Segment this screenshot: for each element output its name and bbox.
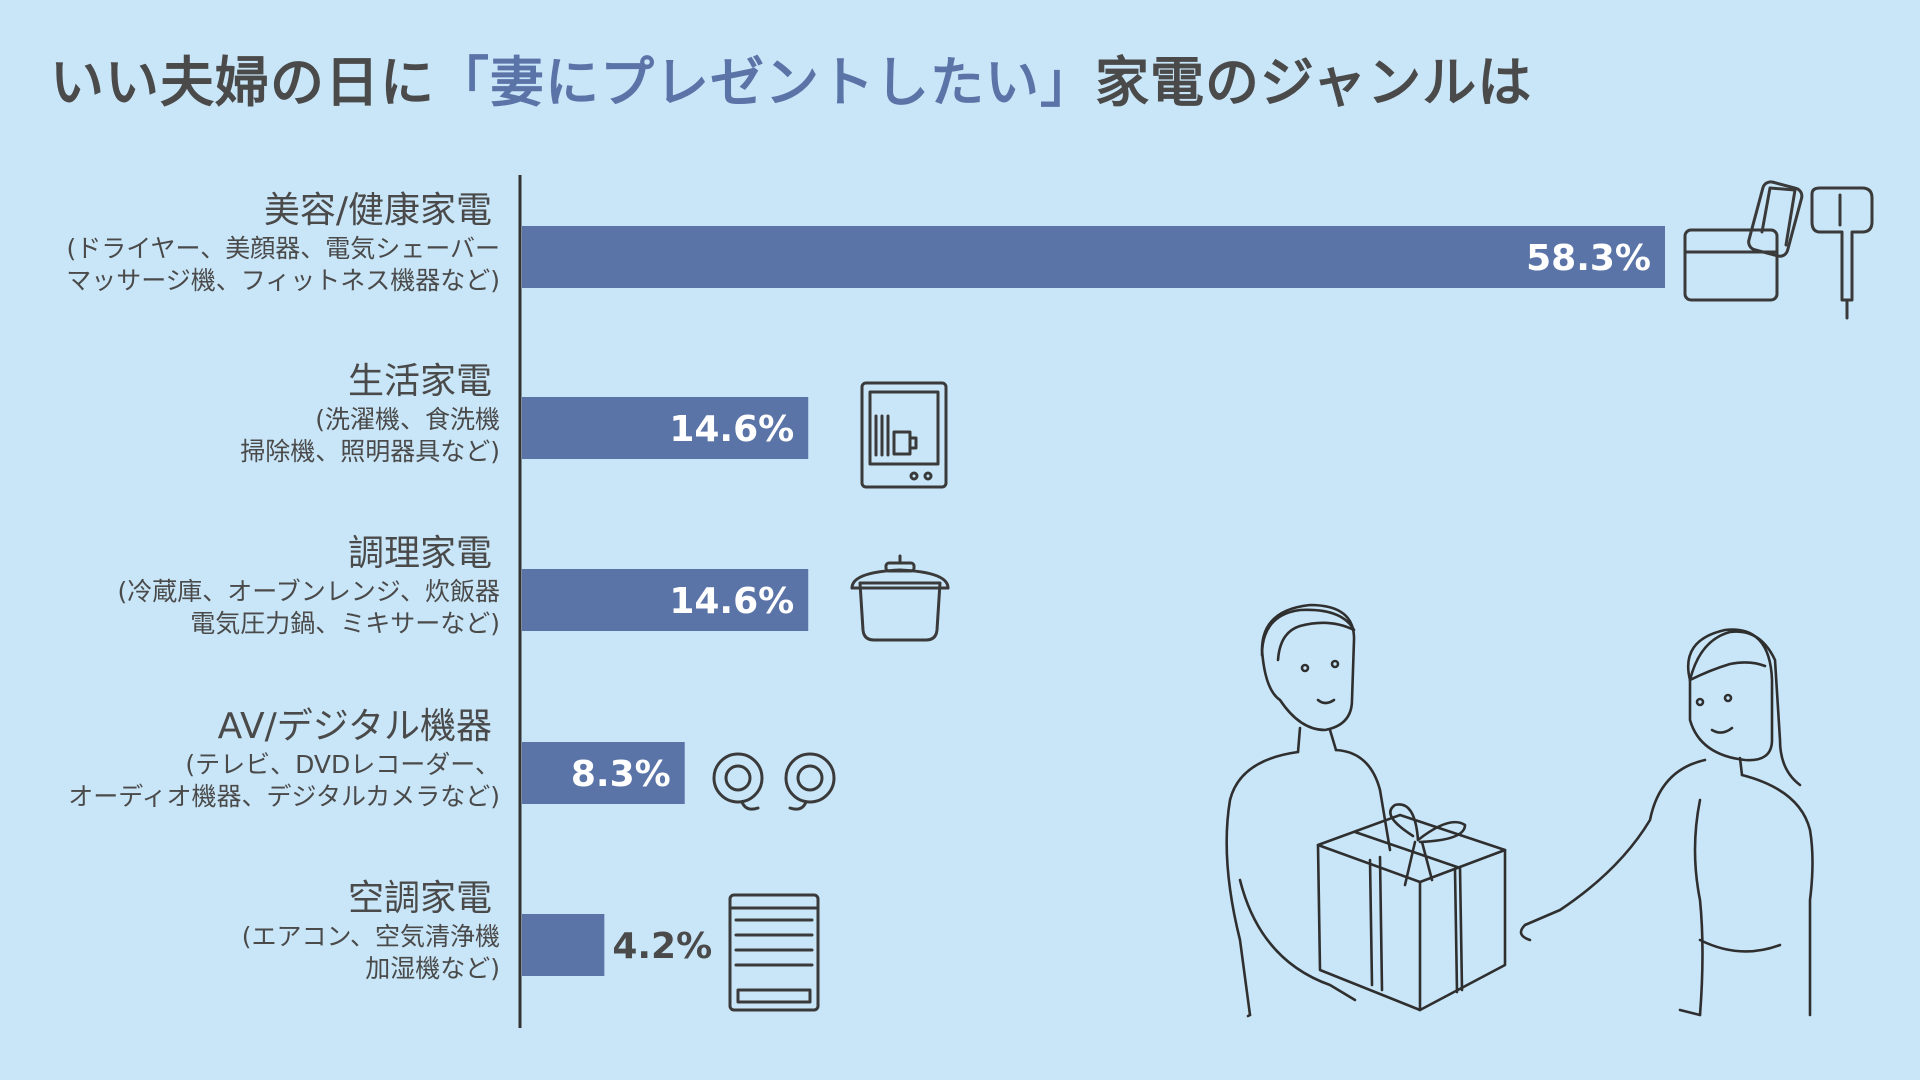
bar-3 <box>522 742 685 804</box>
data-label-4: 4.2% <box>612 926 712 967</box>
title-text-end: 家電のジャンルは <box>1095 51 1533 114</box>
category-detail-1-1: 掃除機、照明器具など) <box>240 437 500 466</box>
data-label-2: 14.6% <box>669 581 794 622</box>
gift-box <box>1316 803 1507 1012</box>
category-detail-2-1: 電気圧力鍋、ミキサーなど) <box>190 609 500 638</box>
bars-group: 58.3% 美容/健康家電 (ドライヤー、美顔器、電気シェーバーマッサージ機、フィッ… <box>66 190 1665 983</box>
category-label-0: 美容/健康家電 <box>264 190 492 231</box>
bar-0 <box>522 226 1665 288</box>
title-highlight: 「妻にプレゼントしたい」 <box>435 51 1095 114</box>
title-text: いい夫婦の日に <box>50 51 435 114</box>
bar-1 <box>522 397 809 459</box>
category-detail-4-0: (エアコン、空気清浄機 <box>242 922 500 951</box>
category-label-1: 生活家電 <box>348 361 492 402</box>
category-detail-3-0: (テレビ、DVDレコーダー、 <box>185 750 500 779</box>
data-label-0: 58.3% <box>1526 238 1651 279</box>
category-detail-3-1: オーディオ機器、デジタルカメラなど) <box>68 782 500 811</box>
dishwasher-icon <box>860 381 948 489</box>
woman-figure <box>1519 628 1814 1017</box>
category-label-3: AV/デジタル機器 <box>218 706 492 747</box>
category-detail-4-1: 加湿機など) <box>365 954 500 983</box>
earbuds-icon <box>712 752 836 811</box>
massage-chair-icon <box>1683 180 1804 302</box>
category-label-2: 調理家電 <box>348 533 492 574</box>
bar-2 <box>522 569 809 631</box>
page-title: いい夫婦の日に「妻にプレゼントしたい」家電のジャンルは <box>50 38 1532 117</box>
couple-gift-illustration <box>1225 603 1814 1018</box>
bar-4 <box>522 914 605 976</box>
pressure-cooker-icon <box>850 554 950 642</box>
air-purifier-icon <box>728 893 820 1012</box>
category-detail-0-1: マッサージ機、フィットネス機器など) <box>66 266 500 295</box>
category-detail-0-0: (ドライヤー、美顔器、電気シェーバー <box>66 234 500 263</box>
category-detail-2-0: (冷蔵庫、オーブンレンジ、炊飯器 <box>117 577 500 606</box>
data-label-3: 8.3% <box>571 754 671 795</box>
data-label-1: 14.6% <box>669 409 794 450</box>
category-detail-1-0: (洗濯機、食洗機 <box>315 405 500 434</box>
hair-dryer-icon <box>1810 186 1874 320</box>
category-label-4: 空調家電 <box>348 878 492 919</box>
man-figure <box>1225 603 1392 1018</box>
